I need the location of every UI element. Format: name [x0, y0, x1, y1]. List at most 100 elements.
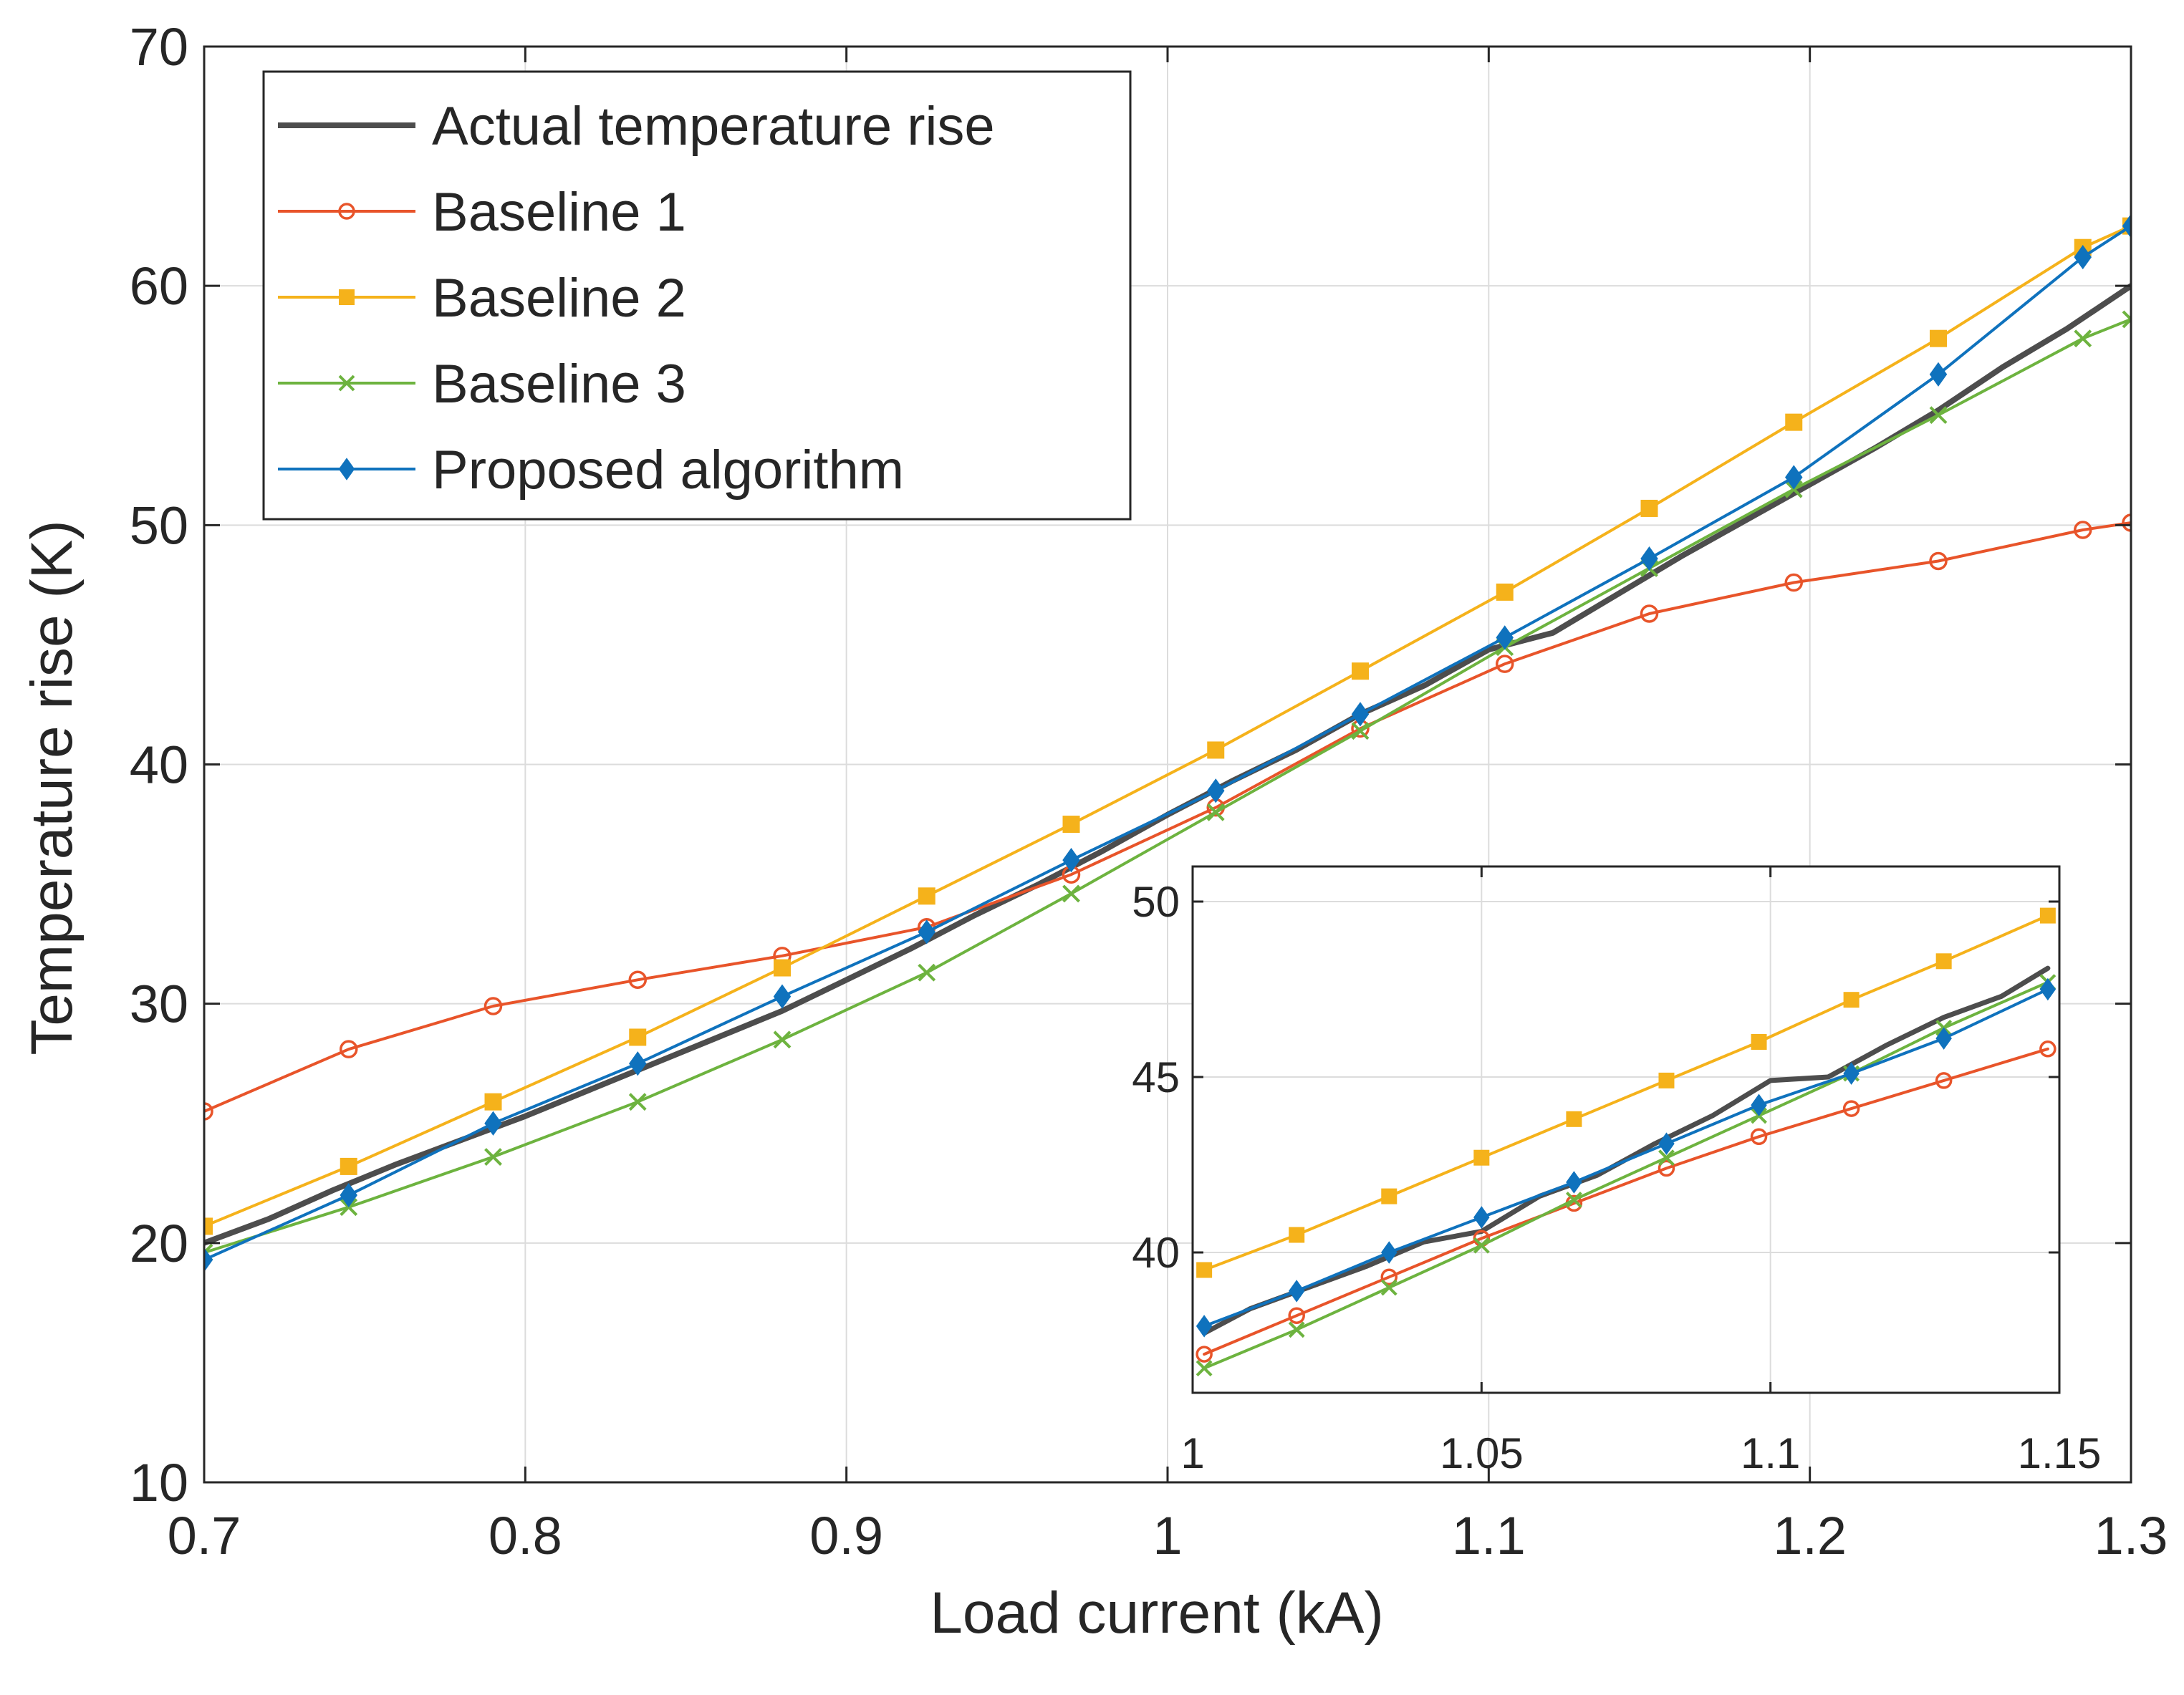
main-point-baseline-2 [340, 1157, 357, 1175]
main-point-baseline-2 [1496, 583, 1514, 601]
main-x-tick-label: 1.3 [2094, 1506, 2168, 1565]
inset-point-baseline-1 [1750, 1128, 1768, 1146]
main-point-proposed-algorithm [1207, 778, 1225, 803]
inset-point-proposed-algorithm [1566, 1171, 1582, 1194]
inset-point-baseline-3 [1473, 1237, 1490, 1254]
main-point-baseline-2 [918, 887, 935, 905]
main-point-baseline-2 [1352, 662, 1369, 680]
main-point-baseline-2 [1062, 816, 1080, 834]
inset-plot: 1 1.05 1.1 1.15 40 45 50 [1132, 865, 2102, 1477]
main-x-tick-label: 1 [1153, 1506, 1182, 1565]
inset-x-tick-label: 1 [1180, 1429, 1204, 1477]
main-point-baseline-3 [1351, 722, 1370, 740]
main-point-baseline-3 [628, 1093, 647, 1111]
main-y-tick-label: 50 [130, 496, 188, 555]
inset-point-proposed-algorithm [1658, 1132, 1675, 1155]
inset-series-group [1196, 907, 2056, 1377]
inset-point-baseline-3 [1288, 1321, 1305, 1338]
main-point-baseline-3 [773, 1030, 792, 1049]
main-point-proposed-algorithm [918, 919, 935, 945]
legend-marker-baseline-3 [338, 375, 355, 392]
inset-point-proposed-algorithm [2039, 977, 2056, 1001]
main-point-baseline-2 [1930, 329, 1947, 347]
legend-marker-proposed-algorithm [338, 458, 355, 481]
inset-point-proposed-algorithm [1751, 1093, 1767, 1116]
main-point-baseline-1 [1640, 604, 1659, 623]
legend-box [262, 70, 1132, 521]
inset-x-tick-label: 1.1 [1741, 1429, 1800, 1477]
y-axis-label: Temperature rise (K) [19, 520, 85, 1055]
main-point-proposed-algorithm [484, 1111, 502, 1136]
main-point-proposed-algorithm [2074, 244, 2092, 270]
main-point-proposed-algorithm [1929, 362, 1948, 387]
main-point-proposed-algorithm [1785, 465, 1803, 490]
inset-point-baseline-1 [2039, 1040, 2056, 1058]
main-point-baseline-2 [1785, 413, 1803, 431]
main-point-baseline-1 [1929, 551, 1948, 571]
inset-point-baseline-2 [1196, 1262, 1213, 1278]
inset-plot-area [1193, 866, 2059, 1393]
inset-y-tick-label: 45 [1132, 1053, 1180, 1101]
inset-point-baseline-2 [1473, 1149, 1490, 1166]
inset-x-tick-label: 1.15 [2018, 1429, 2102, 1477]
main-point-baseline-2 [1207, 741, 1225, 759]
legend: Actual temperature rise Baseline 1 Baselin… [262, 70, 1132, 521]
main-point-proposed-algorithm [773, 984, 792, 1009]
legend-marker-baseline-1 [338, 203, 355, 220]
main-y-tick-label: 70 [130, 17, 188, 77]
main-point-baseline-3 [1062, 884, 1080, 903]
main-x-tick-label: 1.1 [1452, 1506, 1526, 1565]
inset-series-line-baseline-1 [1203, 1047, 2049, 1356]
inset-point-proposed-algorithm [1288, 1280, 1305, 1303]
main-point-baseline-1 [2122, 513, 2131, 532]
main-point-baseline-1 [1784, 573, 1803, 592]
main-point-baseline-3 [1206, 803, 1225, 821]
inset-point-baseline-1 [1380, 1268, 1398, 1286]
main-point-proposed-algorithm [2122, 213, 2131, 238]
main-y-tick-label: 30 [130, 975, 188, 1034]
legend-marker-baseline-2 [339, 289, 355, 305]
main-point-proposed-algorithm [1351, 702, 1370, 727]
main-point-proposed-algorithm [340, 1182, 357, 1208]
inset-axes-box [1191, 865, 2061, 1394]
inset-series-line-proposed-algorithm [1203, 987, 2049, 1328]
inset-point-proposed-algorithm [1381, 1241, 1398, 1264]
inset-point-baseline-2 [2039, 907, 2056, 924]
main-point-baseline-1 [340, 1040, 358, 1058]
legend-label-baseline-3: Baseline 3 [432, 354, 686, 415]
legend-label-baseline-1: Baseline 1 [432, 182, 686, 243]
main-x-tick-label: 0.7 [168, 1506, 241, 1565]
inset-point-baseline-3 [1380, 1279, 1398, 1296]
inset-point-proposed-algorithm [1196, 1315, 1213, 1338]
legend-label-baseline-2: Baseline 2 [432, 268, 686, 329]
inset-point-baseline-3 [1196, 1360, 1213, 1377]
inset-x-tick-label: 1.05 [1440, 1429, 1524, 1477]
inset-point-baseline-1 [1842, 1100, 1860, 1117]
main-point-proposed-algorithm [1640, 546, 1658, 571]
main-x-tick-label: 0.8 [489, 1506, 562, 1565]
main-point-baseline-3 [918, 963, 936, 982]
inset-point-baseline-3 [1565, 1192, 1582, 1208]
main-series-group [204, 213, 2131, 1273]
inset-point-baseline-2 [1751, 1034, 1767, 1050]
inset-point-proposed-algorithm [1935, 1027, 1952, 1050]
main-point-baseline-1 [628, 970, 647, 989]
inset-point-baseline-2 [1658, 1072, 1675, 1088]
inset-point-baseline-1 [1658, 1159, 1675, 1177]
main-point-baseline-3 [484, 1148, 502, 1166]
main-point-baseline-3 [1929, 406, 1948, 425]
main-point-proposed-algorithm [204, 1247, 213, 1273]
main-point-baseline-1 [2074, 521, 2092, 539]
inset-point-proposed-algorithm [1843, 1062, 1860, 1085]
inset-point-proposed-algorithm [1473, 1206, 1490, 1229]
inset-point-baseline-1 [1288, 1307, 1305, 1324]
inset-point-baseline-3 [1658, 1149, 1675, 1167]
main-x-tick-label: 0.9 [809, 1506, 883, 1565]
inset-point-baseline-2 [1289, 1227, 1305, 1243]
x-axis-label: Load current (kA) [930, 1580, 1384, 1646]
inset-point-baseline-2 [1843, 992, 1860, 1008]
main-point-baseline-2 [484, 1093, 502, 1111]
inset-point-baseline-1 [1935, 1072, 1953, 1089]
main-y-tick-label: 20 [130, 1214, 188, 1273]
